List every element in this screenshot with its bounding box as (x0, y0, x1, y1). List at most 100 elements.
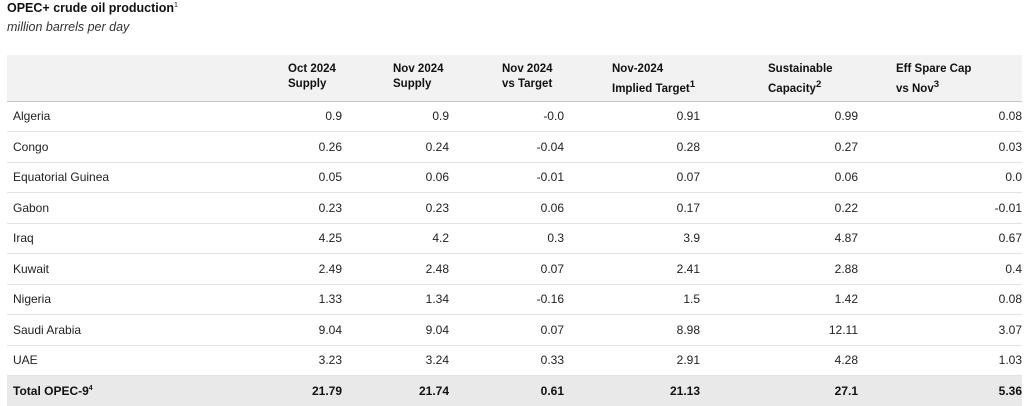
value-cell-col-2: 1.34 (342, 284, 449, 315)
value-cell-col-2: 4.2 (342, 223, 449, 254)
value-cell-col-2: 9.04 (342, 315, 449, 346)
value-cell-col-3: -0.0 (449, 101, 564, 132)
country-name: Nigeria (7, 284, 282, 315)
header-line2: vs Nov3 (896, 77, 971, 97)
value-cell-col-1: 0.26 (282, 132, 342, 163)
value-cell-col-5: 4.87 (700, 223, 858, 254)
value-cell-col-3: 0.61 (449, 376, 564, 406)
value-cell-col-4: 3.9 (564, 223, 700, 254)
header-line1: Eff Spare Cap (896, 62, 971, 77)
value-cell-col-6: 0.03 (858, 132, 1022, 163)
value-cell-col-6: 0.08 (858, 284, 1022, 315)
value-cell-col-2: 2.48 (342, 254, 449, 285)
value-cell-col-4: 2.41 (564, 254, 700, 285)
value-cell-col-3: 0.07 (449, 254, 564, 285)
value-cell-col-3: 0.07 (449, 315, 564, 346)
total-label: Total OPEC-94 (7, 376, 282, 406)
value-cell-col-5: 0.99 (700, 101, 858, 132)
value-cell-col-6: 0.08 (858, 101, 1022, 132)
header-line1: Nov 2024 (502, 62, 553, 77)
total-footnote-marker: 4 (89, 385, 93, 392)
header-line1: Sustainable (768, 62, 833, 77)
value-cell-col-6: 1.03 (858, 345, 1022, 376)
value-cell-col-6: 3.07 (858, 315, 1022, 346)
value-cell-col-4: 0.17 (564, 193, 700, 224)
value-cell-col-6: 0.67 (858, 223, 1022, 254)
value-cell-col-4: 21.13 (564, 376, 700, 406)
value-cell-col-4: 1.5 (564, 284, 700, 315)
country-name: Equatorial Guinea (7, 162, 282, 193)
value-cell-col-1: 4.25 (282, 223, 342, 254)
value-cell-col-3: 0.33 (449, 345, 564, 376)
value-cell-col-4: 8.98 (564, 315, 700, 346)
header-line1: Oct 2024 (288, 62, 336, 77)
value-cell-col-4: 2.91 (564, 345, 700, 376)
header-line2: Supply (288, 77, 336, 92)
value-cell-col-6: 5.36 (858, 376, 1022, 406)
value-cell-col-2: 3.24 (342, 345, 449, 376)
value-cell-col-5: 0.22 (700, 193, 858, 224)
value-cell-col-5: 12.11 (700, 315, 858, 346)
header-line1: Nov 2024 (393, 62, 444, 77)
value-cell-col-2: 0.24 (342, 132, 449, 163)
value-cell-col-6: 0.0 (858, 162, 1022, 193)
header-country (7, 55, 282, 101)
value-cell-col-5: 0.27 (700, 132, 858, 163)
value-cell-col-1: 3.23 (282, 345, 342, 376)
header-line2: Supply (393, 77, 444, 92)
value-cell-col-5: 0.06 (700, 162, 858, 193)
value-cell-col-2: 21.74 (342, 376, 449, 406)
country-name: Algeria (7, 101, 282, 132)
title-text: OPEC+ crude oil production (7, 1, 174, 15)
value-cell-col-1: 0.05 (282, 162, 342, 193)
header-line2: vs Target (502, 77, 553, 92)
value-cell-col-3: 0.06 (449, 193, 564, 224)
country-name: Iraq (7, 223, 282, 254)
country-name: Kuwait (7, 254, 282, 285)
header-footnote-marker: 1 (690, 79, 695, 90)
value-cell-col-5: 27.1 (700, 376, 858, 406)
value-cell-col-2: 0.23 (342, 193, 449, 224)
value-cell-col-5: 1.42 (700, 284, 858, 315)
header-footnote-marker: 2 (816, 79, 821, 90)
value-cell-col-4: 0.07 (564, 162, 700, 193)
value-cell-col-6: -0.01 (858, 193, 1022, 224)
value-cell-col-5: 2.88 (700, 254, 858, 285)
country-name: Congo (7, 132, 282, 163)
country-name: Saudi Arabia (7, 315, 282, 346)
value-cell-col-3: -0.04 (449, 132, 564, 163)
value-cell-col-1: 9.04 (282, 315, 342, 346)
header-footnote-marker: 3 (934, 79, 939, 90)
page-subtitle: million barrels per day (7, 20, 129, 34)
value-cell-col-1: 1.33 (282, 284, 342, 315)
value-cell-col-2: 0.06 (342, 162, 449, 193)
value-cell-col-4: 0.28 (564, 132, 700, 163)
header-line2: Capacity2 (768, 77, 833, 97)
value-cell-col-2: 0.9 (342, 101, 449, 132)
value-cell-col-1: 0.9 (282, 101, 342, 132)
value-cell-col-1: 0.23 (282, 193, 342, 224)
header-line1: Nov-2024 (612, 62, 695, 77)
value-cell-col-1: 2.49 (282, 254, 342, 285)
title-footnote-marker: 1 (174, 2, 178, 9)
country-name: UAE (7, 345, 282, 376)
value-cell-col-3: 0.3 (449, 223, 564, 254)
